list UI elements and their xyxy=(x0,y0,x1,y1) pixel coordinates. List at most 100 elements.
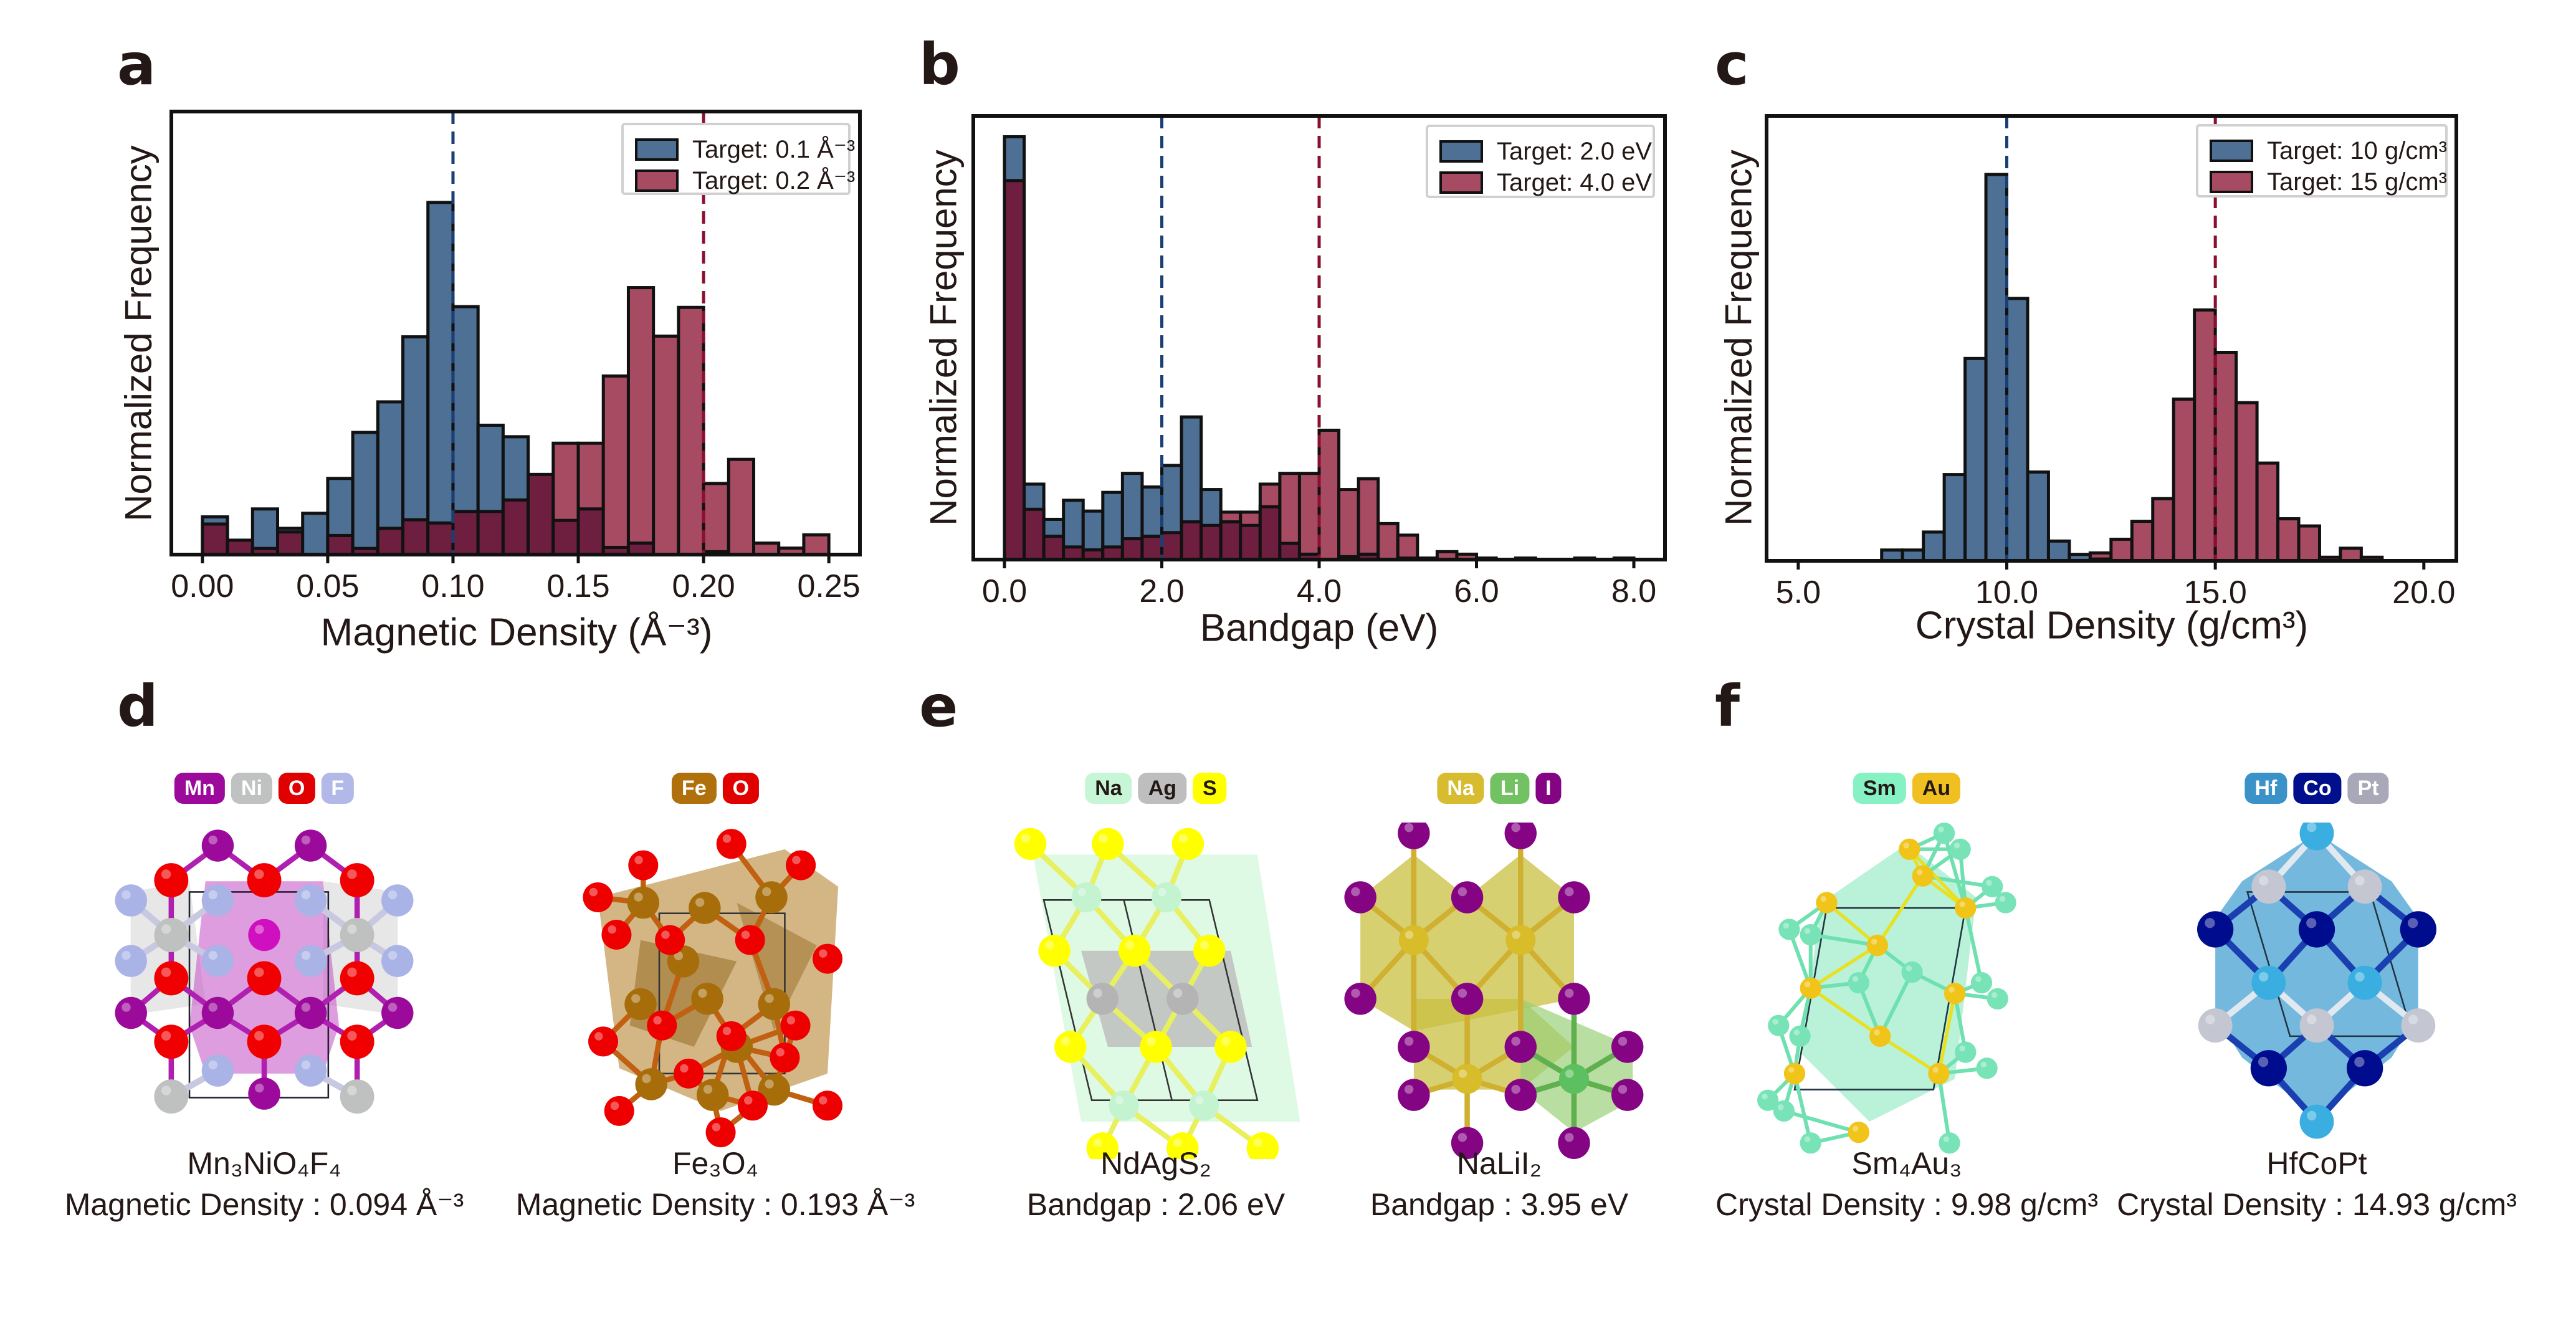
bar-blue xyxy=(2046,539,2071,563)
panel-letter-c: c xyxy=(1715,31,1749,98)
legend-swatch-red xyxy=(1439,171,1483,194)
bar-red xyxy=(1357,477,1380,561)
x-tick-label: 0.15 xyxy=(546,568,609,604)
element-chip-pt: Pt xyxy=(2347,773,2389,804)
bar-overlap xyxy=(1258,505,1282,561)
legend-label: Target: 10 g/cm³ xyxy=(2267,136,2448,165)
bar-red xyxy=(1317,428,1341,561)
structure-property: Crystal Density : 14.93 g/cm³ xyxy=(2117,1187,2517,1222)
bar-overlap xyxy=(527,472,555,556)
bar-blue xyxy=(1942,473,1967,563)
bar-red xyxy=(702,482,730,556)
element-legend: Na Ag S xyxy=(1085,773,1227,804)
structure-property: Magnetic Density : 0.094 Å⁻³ xyxy=(64,1187,464,1222)
element-legend: Mn Ni O F xyxy=(174,773,355,804)
bar-blue xyxy=(426,201,455,556)
crystal-structure-image xyxy=(1726,823,2087,1159)
legend-swatch-blue xyxy=(2210,140,2253,162)
bar-red xyxy=(2151,497,2175,563)
bar-red xyxy=(1376,522,1400,561)
legend-entry: Target: 10 g/cm³ xyxy=(2210,135,2447,166)
bar-blue xyxy=(351,431,379,556)
bar-red xyxy=(2255,461,2280,563)
y-axis-label-c: Normalized Frequency xyxy=(1717,150,1760,526)
y-axis-label-a: Normalized Frequency xyxy=(117,145,160,522)
structure-formula: Fe₃O₄ xyxy=(672,1146,759,1181)
bar-red xyxy=(2276,517,2301,563)
element-chip-s: S xyxy=(1193,773,1227,804)
legend-entry: Target: 0.1 Å⁻³ xyxy=(635,134,855,165)
crystal-structure-image xyxy=(2136,816,2497,1159)
bar-red xyxy=(2339,546,2363,563)
legend-label: Target: 2.0 eV xyxy=(1497,137,1653,165)
legend-swatch-red xyxy=(2210,171,2253,193)
bar-red xyxy=(2213,350,2238,563)
legend-label: Target: 0.2 Å⁻³ xyxy=(692,167,856,194)
bar-red xyxy=(802,533,831,556)
legend-a: Target: 0.1 Å⁻³ Target: 0.2 Å⁻³ xyxy=(621,123,855,196)
structure-property: Bandgap : 3.95 eV xyxy=(1370,1187,1629,1222)
crystal-structure-image xyxy=(83,823,445,1159)
x-tick-label: 15.0 xyxy=(2184,575,2247,611)
legend-swatch-red xyxy=(635,169,679,192)
structure-formula: Sm₄Au₃ xyxy=(1851,1146,1962,1181)
bar-red xyxy=(727,457,756,556)
x-tick-label: 2.0 xyxy=(1139,573,1184,609)
legend-c: Target: 10 g/cm³ Target: 15 g/cm³ xyxy=(2196,124,2448,198)
panel-letter-e: e xyxy=(919,673,958,740)
bar-overlap xyxy=(1101,545,1124,561)
chart-a: 0.00 0.05 0.10 0.15 0.20 0.25 xyxy=(169,110,862,604)
structure-formula: Mn₃NiO₄F₄ xyxy=(187,1146,341,1181)
legend-entry: Target: 2.0 eV xyxy=(1439,136,1652,167)
element-chip-f: F xyxy=(321,773,355,804)
element-chip-o: O xyxy=(278,773,315,804)
x-tick-label: 0.0 xyxy=(982,573,1027,609)
element-chip-li: Li xyxy=(1490,773,1530,804)
panel-letter-f: f xyxy=(1715,673,1740,740)
bar-overlap xyxy=(1062,545,1085,561)
bar-overlap xyxy=(1160,531,1183,561)
bar-red xyxy=(601,374,630,556)
structure-formula: NdAgS₂ xyxy=(1100,1146,1211,1181)
bar-red xyxy=(1337,488,1360,561)
x-tick-label: 0.20 xyxy=(672,568,735,604)
bar-blue xyxy=(2026,470,2050,563)
bar-overlap xyxy=(476,510,505,556)
x-axis-label-c: Crystal Density (g/cm³) xyxy=(1915,604,2309,647)
bar-overlap xyxy=(551,518,580,556)
bar-red xyxy=(2235,401,2259,563)
legend-label: Target: 15 g/cm³ xyxy=(2267,168,2448,196)
legend-swatch-blue xyxy=(635,138,679,161)
bar-overlap xyxy=(1140,535,1163,561)
bar-overlap xyxy=(501,498,530,556)
bar-overlap xyxy=(451,510,480,556)
element-chip-sm: Sm xyxy=(1853,773,1906,804)
bar-overlap xyxy=(1003,179,1026,561)
element-chip-mn: Mn xyxy=(174,773,225,804)
bar-red xyxy=(2130,520,2155,563)
bar-red xyxy=(2109,537,2134,563)
element-chip-au: Au xyxy=(1912,773,1961,804)
structure-property: Magnetic Density : 0.193 Å⁻³ xyxy=(515,1187,915,1222)
legend-entry: Target: 0.2 Å⁻³ xyxy=(635,165,855,196)
bar-overlap xyxy=(1180,520,1203,561)
element-chip-na: Na xyxy=(1437,773,1484,804)
bar-blue xyxy=(1922,530,1946,563)
chart-b: 0.0 2.0 4.0 6.0 8.0 xyxy=(971,114,1667,609)
bar-overlap xyxy=(1120,537,1144,561)
element-chip-i: I xyxy=(1535,773,1562,804)
legend-entry: Target: 15 g/cm³ xyxy=(2210,166,2447,198)
bar-overlap xyxy=(275,530,305,556)
x-tick-label: 0.05 xyxy=(296,568,359,604)
histogram-charts: 0.00 0.05 0.10 0.15 0.20 0.25 0.0 2.0 4.0 6.0 8.0 5… xyxy=(169,110,2458,611)
crystal-structure-image xyxy=(975,823,1337,1165)
bar-blue xyxy=(1963,356,1988,563)
element-legend: Sm Au xyxy=(1853,773,1961,804)
axes-frame xyxy=(169,110,862,556)
y-axis-label-b: Normalized Frequency xyxy=(922,150,965,526)
bar-overlap xyxy=(326,533,355,556)
element-chip-o: O xyxy=(722,773,760,804)
x-tick-label: 10.0 xyxy=(1975,575,2038,611)
x-tick-label: 0.10 xyxy=(421,568,484,604)
element-chip-hf: Hf xyxy=(2244,773,2287,804)
